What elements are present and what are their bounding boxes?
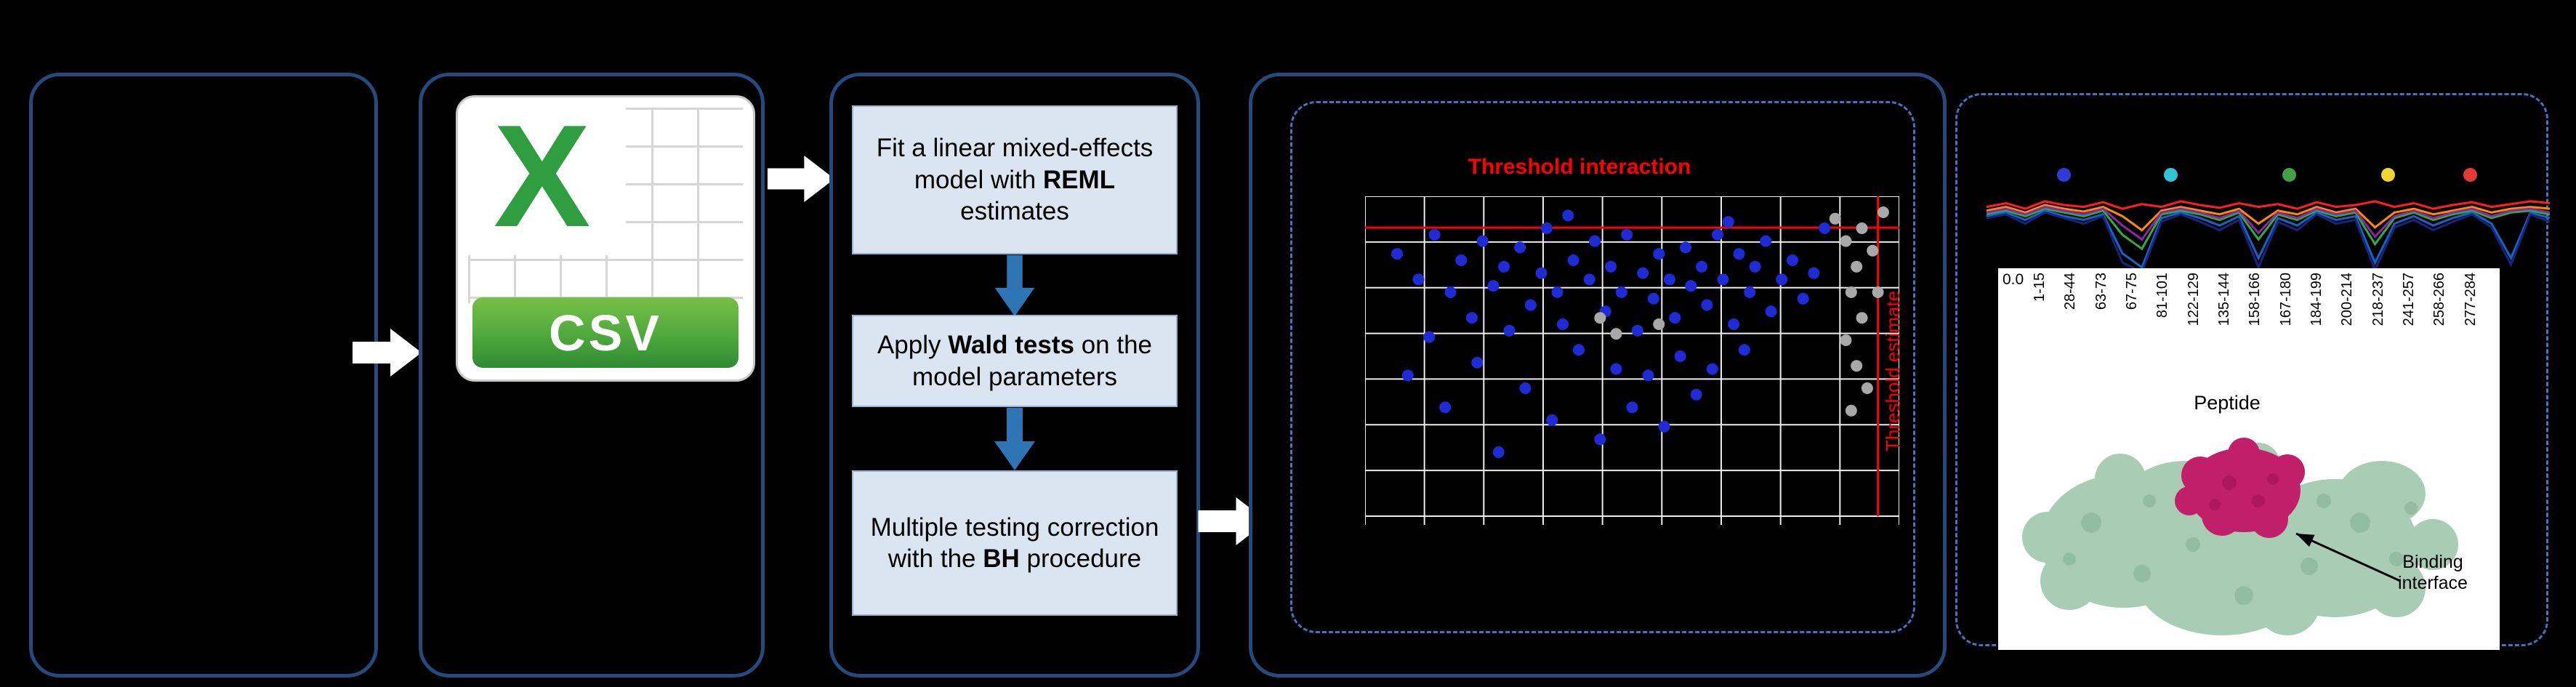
excel-x-logo: X [494,95,591,257]
model-pipeline-box: Fit a linear mixed-effects model with RE… [829,73,1200,678]
peptide-tick-label: 167-180 [2277,273,2294,326]
condition-dot-icon [2282,168,2296,182]
flow-arrow-down-icon [994,255,1035,320]
scatter-result-panel: Threshold interaction Threshold estimate [1249,73,1947,678]
peptide-tick-label: 218-237 [2370,273,2386,326]
condition-dot-icon [2164,168,2178,182]
flow-arrow-down-icon [994,408,1035,474]
step-reml: Fit a linear mixed-effects model with RE… [852,105,1178,254]
peptide-tick-label: 135-144 [2216,273,2233,326]
csv-ribbon: CSV [472,297,738,369]
peptide-tick-label: 241-257 [2401,273,2418,326]
condition-dot-icon [2381,168,2395,182]
step-text: Fit a linear mixed-effects model with RE… [876,134,1154,226]
binding-interface-label: Binding interface [2398,552,2468,593]
step-text: Apply Wald tests on the model parameters [877,331,1153,391]
peptide-tick-label: 122-129 [2185,273,2202,326]
condition-dot-icon [2463,168,2477,182]
step-bh: Multiple testing correction with the BH … [852,470,1178,616]
condition-dot-icon [2057,168,2071,182]
peptide-tick-labels: 1-15 28-44 63-73 67-75 81-101 122-129 135-144 1… [2032,273,2479,326]
profile-dots [1957,168,2546,184]
y-axis-tick-label: 0.0 [2003,271,2024,288]
scatter-title: Threshold interaction [1468,155,1691,179]
peptide-tick-label: 1-15 [2032,273,2048,302]
peptide-tick-label: 63-73 [2093,273,2109,310]
profile-line-chart-svg [1987,200,2550,274]
peptide-tick-label: 158-166 [2247,273,2263,326]
peptide-tick-label: 184-199 [2309,273,2325,326]
csv-file-icon: X CSV [456,95,755,382]
peptide-tick-label: 28-44 [2062,273,2079,310]
input-data-box [29,73,378,678]
flow-arrow-right-icon [765,156,837,206]
peptide-tick-label: 258-266 [2431,273,2448,326]
excel-logo-box: X [458,95,627,257]
peptide-panel: 0.0 1-15 28-44 63-73 67-75 81-101 122-129 135-… [1955,93,2550,650]
binding-interface-arrow-icon [2295,532,2401,582]
scatter-dashed-frame [1290,101,1915,633]
csv-label: CSV [549,304,662,361]
peptide-axis-panel: 0.0 1-15 28-44 63-73 67-75 81-101 122-129 135-… [1998,268,2500,650]
peptide-tick-label: 67-75 [2124,273,2141,310]
peptide-axis-title: Peptide [2194,392,2261,414]
peptide-tick-label: 277-284 [2462,273,2479,326]
csv-file-box: X CSV [419,73,765,678]
scatter-plot-svg [1365,196,1899,525]
flow-arrow-right-icon [349,329,425,380]
peptide-tick-label: 81-101 [2154,273,2171,318]
peptide-tick-label: 200-214 [2339,273,2356,326]
scatter-threshold-estimate-label: Threshold estimate [1882,290,1904,451]
step-text: Multiple testing correction with the BH … [870,513,1159,573]
step-wald: Apply Wald tests on the model parameters [852,315,1178,407]
protein-structure-image [2022,438,2458,635]
